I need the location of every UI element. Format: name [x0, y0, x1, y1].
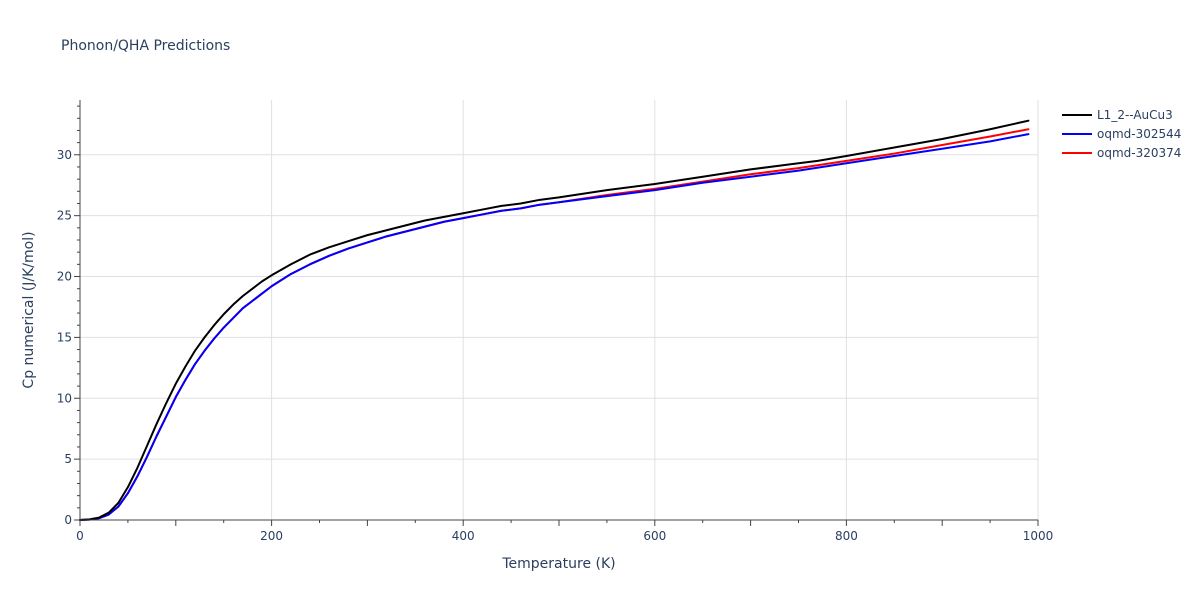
series-line-oqmd-302544 [79, 133, 1030, 521]
series-lines [79, 119, 1030, 521]
y-tick-label: 0 [64, 513, 72, 527]
chart-title: Phonon/QHA Predictions [61, 38, 230, 54]
legend-label: oqmd-320374 [1097, 146, 1181, 160]
x-tick-label: 0 [76, 529, 84, 543]
y-tick-label: 10 [57, 391, 72, 405]
legend-label: L1_2--AuCu3 [1097, 108, 1173, 122]
x-tick-label: 200 [260, 529, 283, 543]
legend: L1_2--AuCu3 oqmd-302544 oqmd-320374 [1062, 108, 1181, 160]
y-tick-label: 30 [57, 148, 72, 162]
y-tick-label: 25 [57, 209, 72, 223]
x-tick-label: 400 [452, 529, 475, 543]
y-tick-label: 5 [64, 452, 72, 466]
legend-label: oqmd-302544 [1097, 127, 1181, 141]
x-tick-label: 1000 [1023, 529, 1054, 543]
y-axis-title: Cp numerical (J/K/mol) [21, 231, 37, 388]
axes: 0 200 400 600 800 1000 0 5 10 15 20 25 30 [57, 100, 1054, 543]
y-tick-label: 15 [57, 330, 72, 344]
series-line-L1_2--AuCu3 [79, 119, 1030, 521]
y-tick-label: 20 [57, 270, 72, 284]
x-tick-label: 800 [835, 529, 858, 543]
x-tick-label: 600 [643, 529, 666, 543]
grid [80, 100, 1039, 520]
x-axis-title: Temperature (K) [501, 556, 615, 572]
series-line-oqmd-320374 [79, 128, 1030, 521]
